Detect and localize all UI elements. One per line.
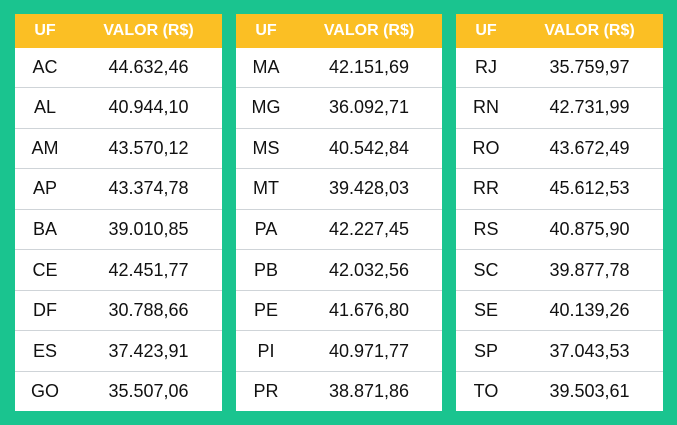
table-row: RJ 35.759,97 (456, 48, 663, 89)
valor-cell: 39.877,78 (516, 249, 663, 291)
valor-cell: 39.503,61 (549, 380, 630, 401)
table-row: BA 39.010,85 (15, 209, 222, 251)
table-header-row: UF VALOR (R$) (15, 14, 222, 48)
table-row: MG 36.092,71 (236, 87, 442, 129)
table-row: MA 42.151,69 (236, 48, 442, 89)
valor-cell: 43.672,49 (516, 128, 663, 170)
table-row: RS 40.875,90 (456, 209, 663, 251)
valor-cell: 42.032,56 (296, 249, 442, 291)
valor-cell: 35.507,06 (108, 380, 189, 401)
valor-header: VALOR (R$) (516, 14, 663, 48)
uf-header: UF (15, 14, 75, 48)
uf-cell: RS (456, 209, 516, 251)
table-header-row: UF VALOR (R$) (236, 14, 442, 48)
table-row: SC 39.877,78 (456, 249, 663, 291)
uf-cell: PE (236, 290, 296, 332)
valor-cell: 43.570,12 (75, 128, 222, 170)
valor-cell: 39.010,85 (75, 209, 222, 251)
uf-cell: MT (236, 168, 296, 210)
table-row: MS 40.542,84 (236, 128, 442, 170)
table-row: CE 42.451,77 (15, 249, 222, 291)
valor-cell: 43.374,78 (75, 168, 222, 210)
uf-cell: DF (15, 290, 75, 332)
uf-cell: MA (236, 48, 296, 89)
valor-cell: 41.676,80 (296, 290, 442, 332)
uf-cell: PB (236, 249, 296, 291)
valor-header: VALOR (R$) (75, 14, 222, 48)
table-row: RN 42.731,99 (456, 87, 663, 129)
table-row: MT 39.428,03 (236, 168, 442, 210)
valor-cell: 42.227,45 (296, 209, 442, 251)
valor-cell: 30.788,66 (75, 290, 222, 332)
uf-cell: MG (236, 87, 296, 129)
uf-table-3: UF VALOR (R$) RJ 35.759,97 RN 42.731,99 RO… (456, 14, 663, 411)
table-row: PE 41.676,80 (236, 290, 442, 332)
table-row: TO 39.503,61 (456, 371, 663, 411)
uf-header: UF (236, 14, 296, 48)
valor-cell: 44.632,46 (75, 48, 222, 89)
uf-cell: SE (456, 290, 516, 332)
uf-header: UF (456, 14, 516, 48)
uf-cell: RR (456, 168, 516, 210)
valor-cell: 38.871,86 (328, 380, 410, 401)
table-header-row: UF VALOR (R$) (456, 14, 663, 48)
table-row: DF 30.788,66 (15, 290, 222, 332)
table-row: GO 35.507,06 (15, 371, 222, 411)
table-row: RR 45.612,53 (456, 168, 663, 210)
valor-cell: 40.944,10 (75, 87, 222, 129)
valor-header: VALOR (R$) (296, 14, 442, 48)
uf-cell: PI (236, 330, 296, 372)
table-row: PR 38.871,86 (236, 371, 442, 411)
uf-cell: SC (456, 249, 516, 291)
uf-cell: CE (15, 249, 75, 291)
valor-cell: 37.043,53 (516, 330, 663, 372)
uf-cell: ES (15, 330, 75, 372)
valor-cell: 40.542,84 (296, 128, 442, 170)
valor-cell: 37.423,91 (75, 330, 222, 372)
table-row: PA 42.227,45 (236, 209, 442, 251)
table-row: SP 37.043,53 (456, 330, 663, 372)
uf-cell: RN (456, 87, 516, 129)
uf-cell: PA (236, 209, 296, 251)
uf-table-2: UF VALOR (R$) MA 42.151,69 MG 36.092,71 MS… (236, 14, 442, 411)
uf-cell: AP (15, 168, 75, 210)
uf-cell: MS (236, 128, 296, 170)
table-row: PB 42.032,56 (236, 249, 442, 291)
table-row: AM 43.570,12 (15, 128, 222, 170)
valor-cell: 45.612,53 (516, 168, 663, 210)
uf-cell: TO (473, 380, 499, 401)
valor-cell: 42.451,77 (75, 249, 222, 291)
uf-cell: SP (456, 330, 516, 372)
uf-cell: AM (15, 128, 75, 170)
uf-cell: PR (253, 380, 279, 401)
valor-cell: 42.731,99 (516, 87, 663, 129)
table-row: AL 40.944,10 (15, 87, 222, 129)
uf-cell: AC (15, 48, 75, 89)
uf-table-1: UF VALOR (R$) AC 44.632,46 AL 40.944,10 AM… (15, 14, 222, 411)
valor-cell: 36.092,71 (296, 87, 442, 129)
table-row: ES 37.423,91 (15, 330, 222, 372)
uf-cell: GO (30, 380, 59, 401)
valor-cell: 42.151,69 (296, 48, 442, 89)
valor-cell: 40.139,26 (516, 290, 663, 332)
uf-cell: RJ (456, 48, 516, 89)
valor-cell: 39.428,03 (296, 168, 442, 210)
table-row: PI 40.971,77 (236, 330, 442, 372)
table-row: SE 40.139,26 (456, 290, 663, 332)
uf-cell: AL (15, 87, 75, 129)
table-row: AP 43.374,78 (15, 168, 222, 210)
valor-cell: 35.759,97 (516, 48, 663, 89)
table-row: RO 43.672,49 (456, 128, 663, 170)
uf-cell: BA (15, 209, 75, 251)
valor-cell: 40.971,77 (296, 330, 442, 372)
table-row: AC 44.632,46 (15, 48, 222, 89)
uf-cell: RO (456, 128, 516, 170)
valor-cell: 40.875,90 (516, 209, 663, 251)
